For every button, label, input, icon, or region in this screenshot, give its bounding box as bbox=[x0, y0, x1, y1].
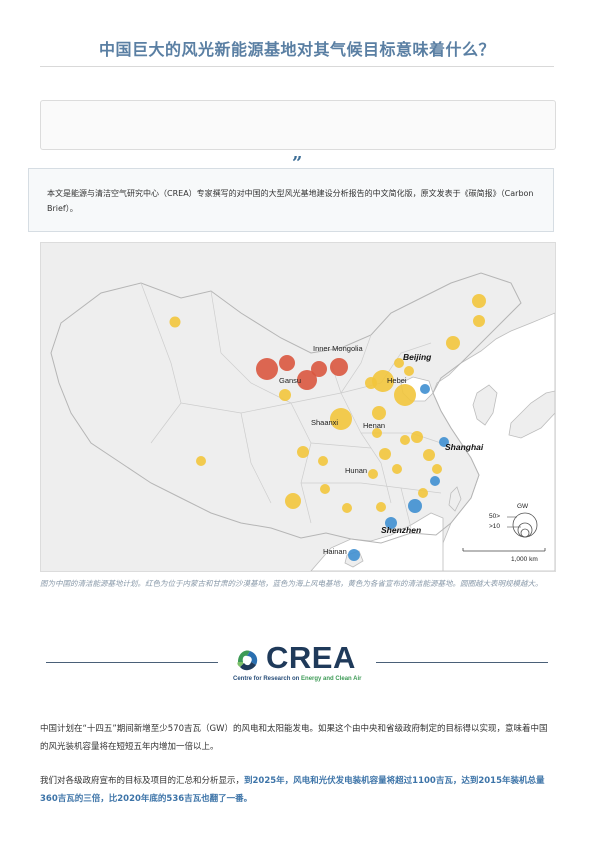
legend-circle-small bbox=[520, 528, 530, 538]
logo-tagline-a: Centre for Research on bbox=[233, 676, 302, 682]
china-outline bbox=[50, 272, 522, 544]
anhui-base-2 bbox=[411, 431, 423, 443]
hebei-base-1 bbox=[372, 370, 394, 392]
paragraph-2-text: 我们对各级政府宣布的目标及项目的汇总和分析显示， bbox=[40, 776, 245, 786]
japan-land bbox=[508, 390, 555, 439]
label-shanghai: Shanghai bbox=[445, 442, 484, 452]
inner-mongolia-base-1 bbox=[311, 361, 327, 377]
paragraph-2-highlight: 到2025年，风电和光伏发电装机容量将超过1100吉瓦，达到2015年装机总量3… bbox=[40, 776, 545, 804]
energy-base-map: Inner Mongolia Beijing Gansu Hebei Shaan… bbox=[40, 242, 556, 572]
label-hebei: Hebei bbox=[387, 376, 407, 385]
map-svg: Inner Mongolia Beijing Gansu Hebei Shaan… bbox=[41, 243, 555, 571]
label-henan: Henan bbox=[363, 421, 385, 430]
title-divider bbox=[40, 66, 554, 67]
label-inner-mongolia: Inner Mongolia bbox=[313, 344, 363, 353]
jiangxi-base-1 bbox=[379, 448, 391, 460]
hebei-base-3 bbox=[394, 384, 416, 406]
jiangxi-base-2 bbox=[392, 464, 402, 474]
provincial-base-bubbles bbox=[169, 294, 486, 513]
offshore-base-bubbles bbox=[348, 384, 449, 561]
logo-tagline-b: Energy and Clean Air bbox=[301, 676, 362, 682]
henan-base bbox=[372, 406, 386, 420]
article-title: 中国巨大的风光新能源基地对其气候目标意味着什么？ bbox=[98, 40, 495, 59]
hunan-base bbox=[368, 469, 378, 479]
intro-box: 本文是能源与清洁空气研究中心（CREA）专家撰写的对中国的大型风光基地建设分析报… bbox=[28, 168, 554, 232]
crea-logo: CREA Centre for Research on Energy and C… bbox=[40, 640, 554, 690]
tibet-base bbox=[196, 456, 206, 466]
size-legend: GW 50> >10 bbox=[489, 503, 538, 538]
fujian-base-2 bbox=[418, 488, 428, 498]
heilongjiang-base-1 bbox=[472, 294, 486, 308]
yunnan-base bbox=[285, 493, 301, 509]
crea-logo-icon bbox=[237, 650, 258, 671]
map-caption: 图为中国的清洁能源基地计划。红色为位于内蒙古和甘肃的沙漠基地，蓝色为海上风电基地… bbox=[40, 579, 543, 588]
label-beijing: Beijing bbox=[403, 352, 432, 362]
hebei-base-2 bbox=[365, 377, 377, 389]
korea-land bbox=[472, 384, 498, 426]
guangxi-base bbox=[342, 503, 352, 513]
shaanxi-base bbox=[330, 408, 352, 430]
sichuan-base bbox=[297, 446, 309, 458]
xinjiang-base bbox=[169, 316, 181, 328]
heilongjiang-base-2 bbox=[473, 315, 485, 327]
legend-size-large: 50> bbox=[489, 513, 500, 520]
label-hainan: Hainan bbox=[323, 547, 347, 556]
logo-tagline: Centre for Research on Energy and Clean … bbox=[233, 676, 362, 682]
label-gansu: Gansu bbox=[279, 376, 301, 385]
taiwan-land bbox=[448, 486, 462, 512]
offshore-zhejiang bbox=[430, 476, 440, 486]
logo-divider-right bbox=[376, 662, 548, 663]
legend-unit: GW bbox=[517, 503, 529, 510]
guizhou-base bbox=[320, 484, 330, 494]
hubei-base bbox=[372, 428, 382, 438]
label-shenzhen: Shenzhen bbox=[381, 525, 421, 535]
zhejiang-base bbox=[423, 449, 435, 461]
paragraph-1: 中国计划在“十四五”期间新增至少570吉瓦（GW）的风电和太阳能发电。如果这个由… bbox=[40, 724, 548, 752]
gansu-base-3 bbox=[297, 370, 317, 390]
chongqing-base bbox=[318, 456, 328, 466]
desert-base-bubbles bbox=[256, 355, 348, 390]
scale-label: 1,000 km bbox=[511, 556, 538, 563]
gansu-base-2 bbox=[279, 355, 295, 371]
offshore-hainan bbox=[348, 549, 360, 561]
offshore-jiangsu bbox=[439, 437, 449, 447]
inner-mongolia-base-2 bbox=[330, 358, 348, 376]
logo-divider-left bbox=[46, 662, 218, 663]
jilin-base bbox=[446, 336, 460, 350]
offshore-hebei bbox=[420, 384, 430, 394]
quote-mark: ” bbox=[292, 153, 303, 174]
label-hunan: Hunan bbox=[345, 466, 367, 475]
embed-placeholder-box bbox=[40, 100, 556, 150]
fujian-base-1 bbox=[432, 464, 442, 474]
gansu-base-1 bbox=[256, 358, 278, 380]
gansu-provincial bbox=[279, 389, 291, 401]
anhui-base-1 bbox=[400, 435, 410, 445]
intro-text: 本文是能源与清洁空气研究中心（CREA）专家撰写的对中国的大型风光基地建设分析报… bbox=[47, 189, 534, 213]
scale-bar: 1,000 km bbox=[462, 548, 546, 563]
logo-wordmark: CREA bbox=[266, 640, 356, 675]
guangdong-base bbox=[376, 502, 386, 512]
beijing-base-2 bbox=[404, 366, 414, 376]
paragraph-2: 我们对各级政府宣布的目标及项目的汇总和分析显示，到2025年，风电和光伏发电装机… bbox=[40, 772, 554, 808]
province-borders bbox=[140, 282, 442, 529]
label-shaanxi: Shaanxi bbox=[311, 418, 338, 427]
beijing-base-1 bbox=[394, 358, 404, 368]
offshore-fujian bbox=[408, 499, 422, 513]
legend-size-small: >10 bbox=[489, 523, 500, 530]
offshore-guangdong bbox=[385, 517, 397, 529]
